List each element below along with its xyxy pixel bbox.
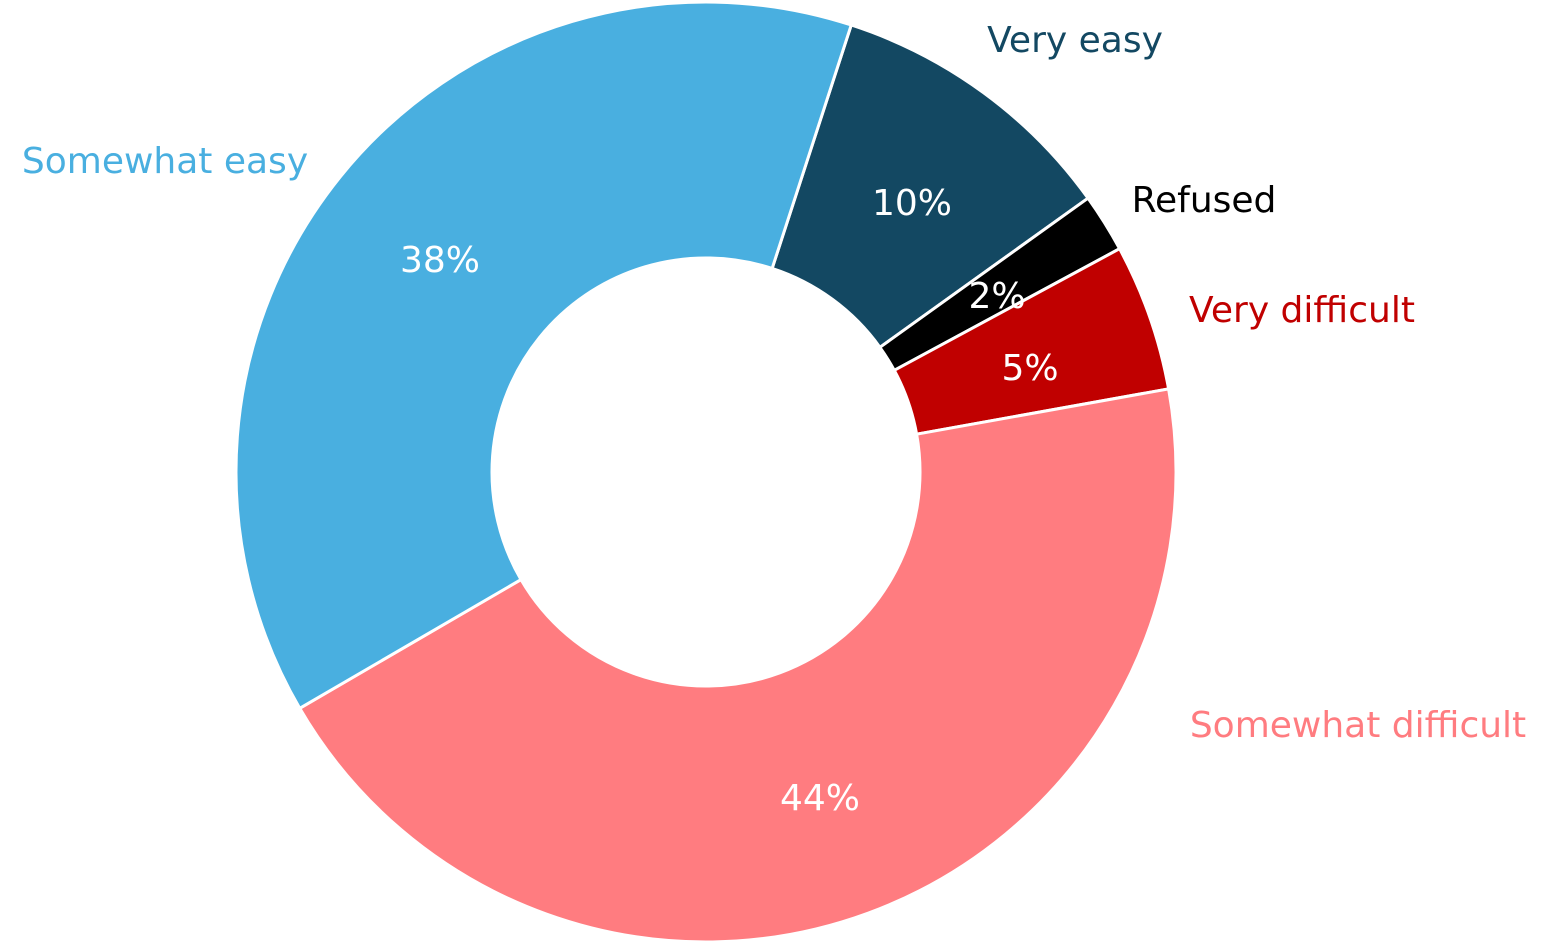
donut-slice: [770, 23, 1091, 350]
value-label: 38%: [400, 240, 480, 281]
category-label: Very difficult: [1189, 290, 1415, 331]
value-label: 2%: [968, 276, 1025, 317]
category-label: Refused: [1132, 180, 1277, 221]
value-label: 5%: [1001, 348, 1058, 389]
value-label: 44%: [780, 778, 860, 819]
donut-slice: [234, 0, 854, 711]
category-label: Somewhat difficult: [1190, 705, 1526, 746]
category-label: Very easy: [987, 20, 1163, 61]
donut-slice: [297, 387, 1178, 944]
category-label: Somewhat easy: [22, 141, 308, 182]
value-label: 10%: [872, 183, 952, 224]
